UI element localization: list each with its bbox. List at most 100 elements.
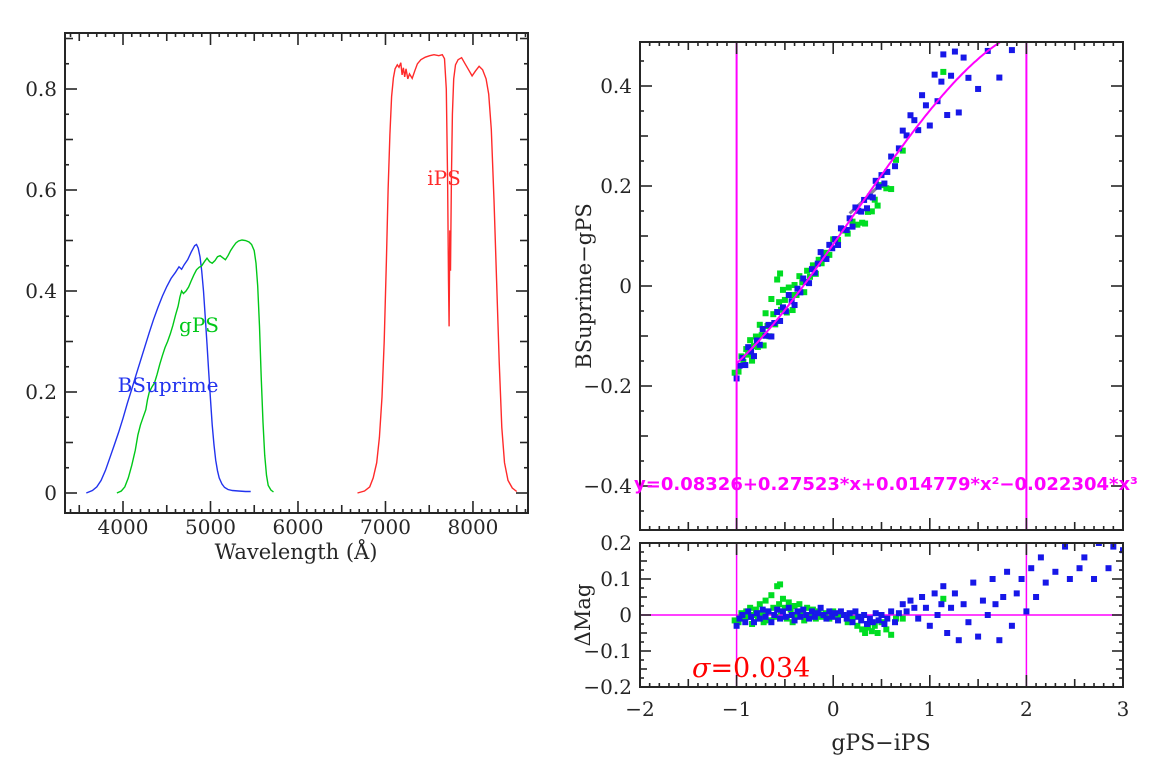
scatter-point [771, 612, 778, 618]
scatter-point [899, 127, 906, 134]
scatter-point [858, 208, 865, 215]
scatter-point [832, 610, 839, 617]
scatter-point [883, 626, 890, 633]
scatter-point [881, 180, 888, 187]
scatter-point [996, 637, 1003, 644]
scatter-point [823, 615, 830, 622]
scatter-point [868, 208, 875, 215]
scatter-point [826, 251, 833, 258]
scatter-point [806, 280, 813, 287]
scatter-point [770, 604, 777, 611]
scatter-point [768, 295, 775, 302]
scatter-point [740, 358, 747, 365]
scatter-point [858, 617, 865, 624]
scatter-point [794, 608, 801, 615]
scatter-point [881, 621, 888, 627]
scatter-point [791, 617, 798, 624]
y-tick-label: −0.2 [583, 374, 632, 398]
scatter-point [768, 619, 775, 626]
scatter-point [762, 613, 769, 620]
scatter-point [811, 613, 818, 620]
scatter-point [915, 615, 922, 622]
scatter-point [970, 15, 976, 21]
scatter-point [759, 326, 766, 333]
scatter-point [785, 284, 792, 291]
scatter-point [797, 289, 804, 296]
scatter-point [892, 156, 899, 163]
scatter-point [762, 310, 769, 317]
scatter-point [979, 597, 986, 604]
scatter-point [808, 266, 815, 273]
scatter-point [872, 177, 879, 184]
scatter-point [747, 604, 754, 611]
scatter-point [735, 368, 742, 375]
scatter-point [750, 353, 757, 360]
scatter-point [984, 612, 991, 618]
scatter-point [1120, 547, 1123, 554]
scatter-point [899, 601, 906, 608]
scatter-point [940, 51, 947, 58]
plot-content [731, 0, 1039, 382]
scatter-point [750, 619, 757, 626]
scatter-point [777, 270, 784, 277]
scatter-point [776, 601, 783, 608]
x-tick-label: −2 [625, 697, 654, 721]
scatter-point [818, 260, 825, 267]
filter-curve-bsuprime [86, 243, 251, 494]
scatter-point [804, 267, 811, 274]
scatter-point [791, 282, 798, 289]
scatter-point [1095, 543, 1102, 546]
scatter-point [931, 590, 938, 597]
scatter-point [846, 610, 853, 617]
scatter-point [806, 615, 813, 622]
scatter-point [1091, 576, 1098, 582]
scatter-point [934, 612, 941, 618]
scatter-point [1000, 594, 1007, 600]
scatter-point [849, 619, 856, 626]
scatter-point [874, 630, 881, 636]
scatter-point [861, 612, 868, 618]
scatter-point [903, 132, 910, 139]
scatter-point [832, 236, 839, 243]
right-bottom-plot-residuals: −2 −1 0 1 2 3 −0.2 −0.1 0 0.1 0.2 [583, 531, 1129, 721]
scatter-point [955, 637, 962, 644]
scatter-point [752, 333, 759, 340]
scatter-point [788, 612, 795, 618]
scatter-point [926, 122, 933, 129]
scatter-point [835, 241, 842, 248]
x-tick-label: 7000 [360, 515, 411, 539]
scatter-point [823, 255, 830, 262]
scatter-point [907, 597, 914, 604]
scatter-point [785, 292, 792, 299]
scatter-point [915, 127, 922, 134]
gps-curve-label: gPS [179, 313, 219, 337]
scatter-point [846, 215, 853, 222]
scatter-point [859, 626, 866, 633]
scatter-point [760, 342, 767, 349]
scatter-point [742, 362, 749, 369]
scatter-point [774, 276, 781, 283]
scatter-point [938, 78, 945, 85]
scatter-point [745, 344, 752, 351]
scatter-point [1008, 622, 1015, 629]
scatter-point [829, 245, 836, 252]
x-tick-label: 5000 [185, 515, 236, 539]
scatter-point [826, 608, 833, 615]
plot-content [86, 53, 518, 494]
scatter-point [804, 604, 811, 611]
scatter-point [1033, 0, 1039, 4]
scatter-point [742, 619, 749, 626]
scatter-point [895, 145, 902, 152]
scatter-point [895, 610, 902, 617]
scatter-point [749, 357, 756, 364]
scatter-point [829, 613, 836, 620]
y-tick-label: 0.4 [25, 279, 57, 303]
scatter-point [1013, 590, 1020, 597]
scatter-point [797, 613, 804, 620]
scatter-point [872, 610, 879, 617]
scatter-point [756, 601, 763, 608]
scatter-point [796, 601, 803, 608]
x-tick-label: 6000 [273, 515, 324, 539]
scatter-point [781, 296, 788, 303]
scatter-point [801, 289, 808, 296]
